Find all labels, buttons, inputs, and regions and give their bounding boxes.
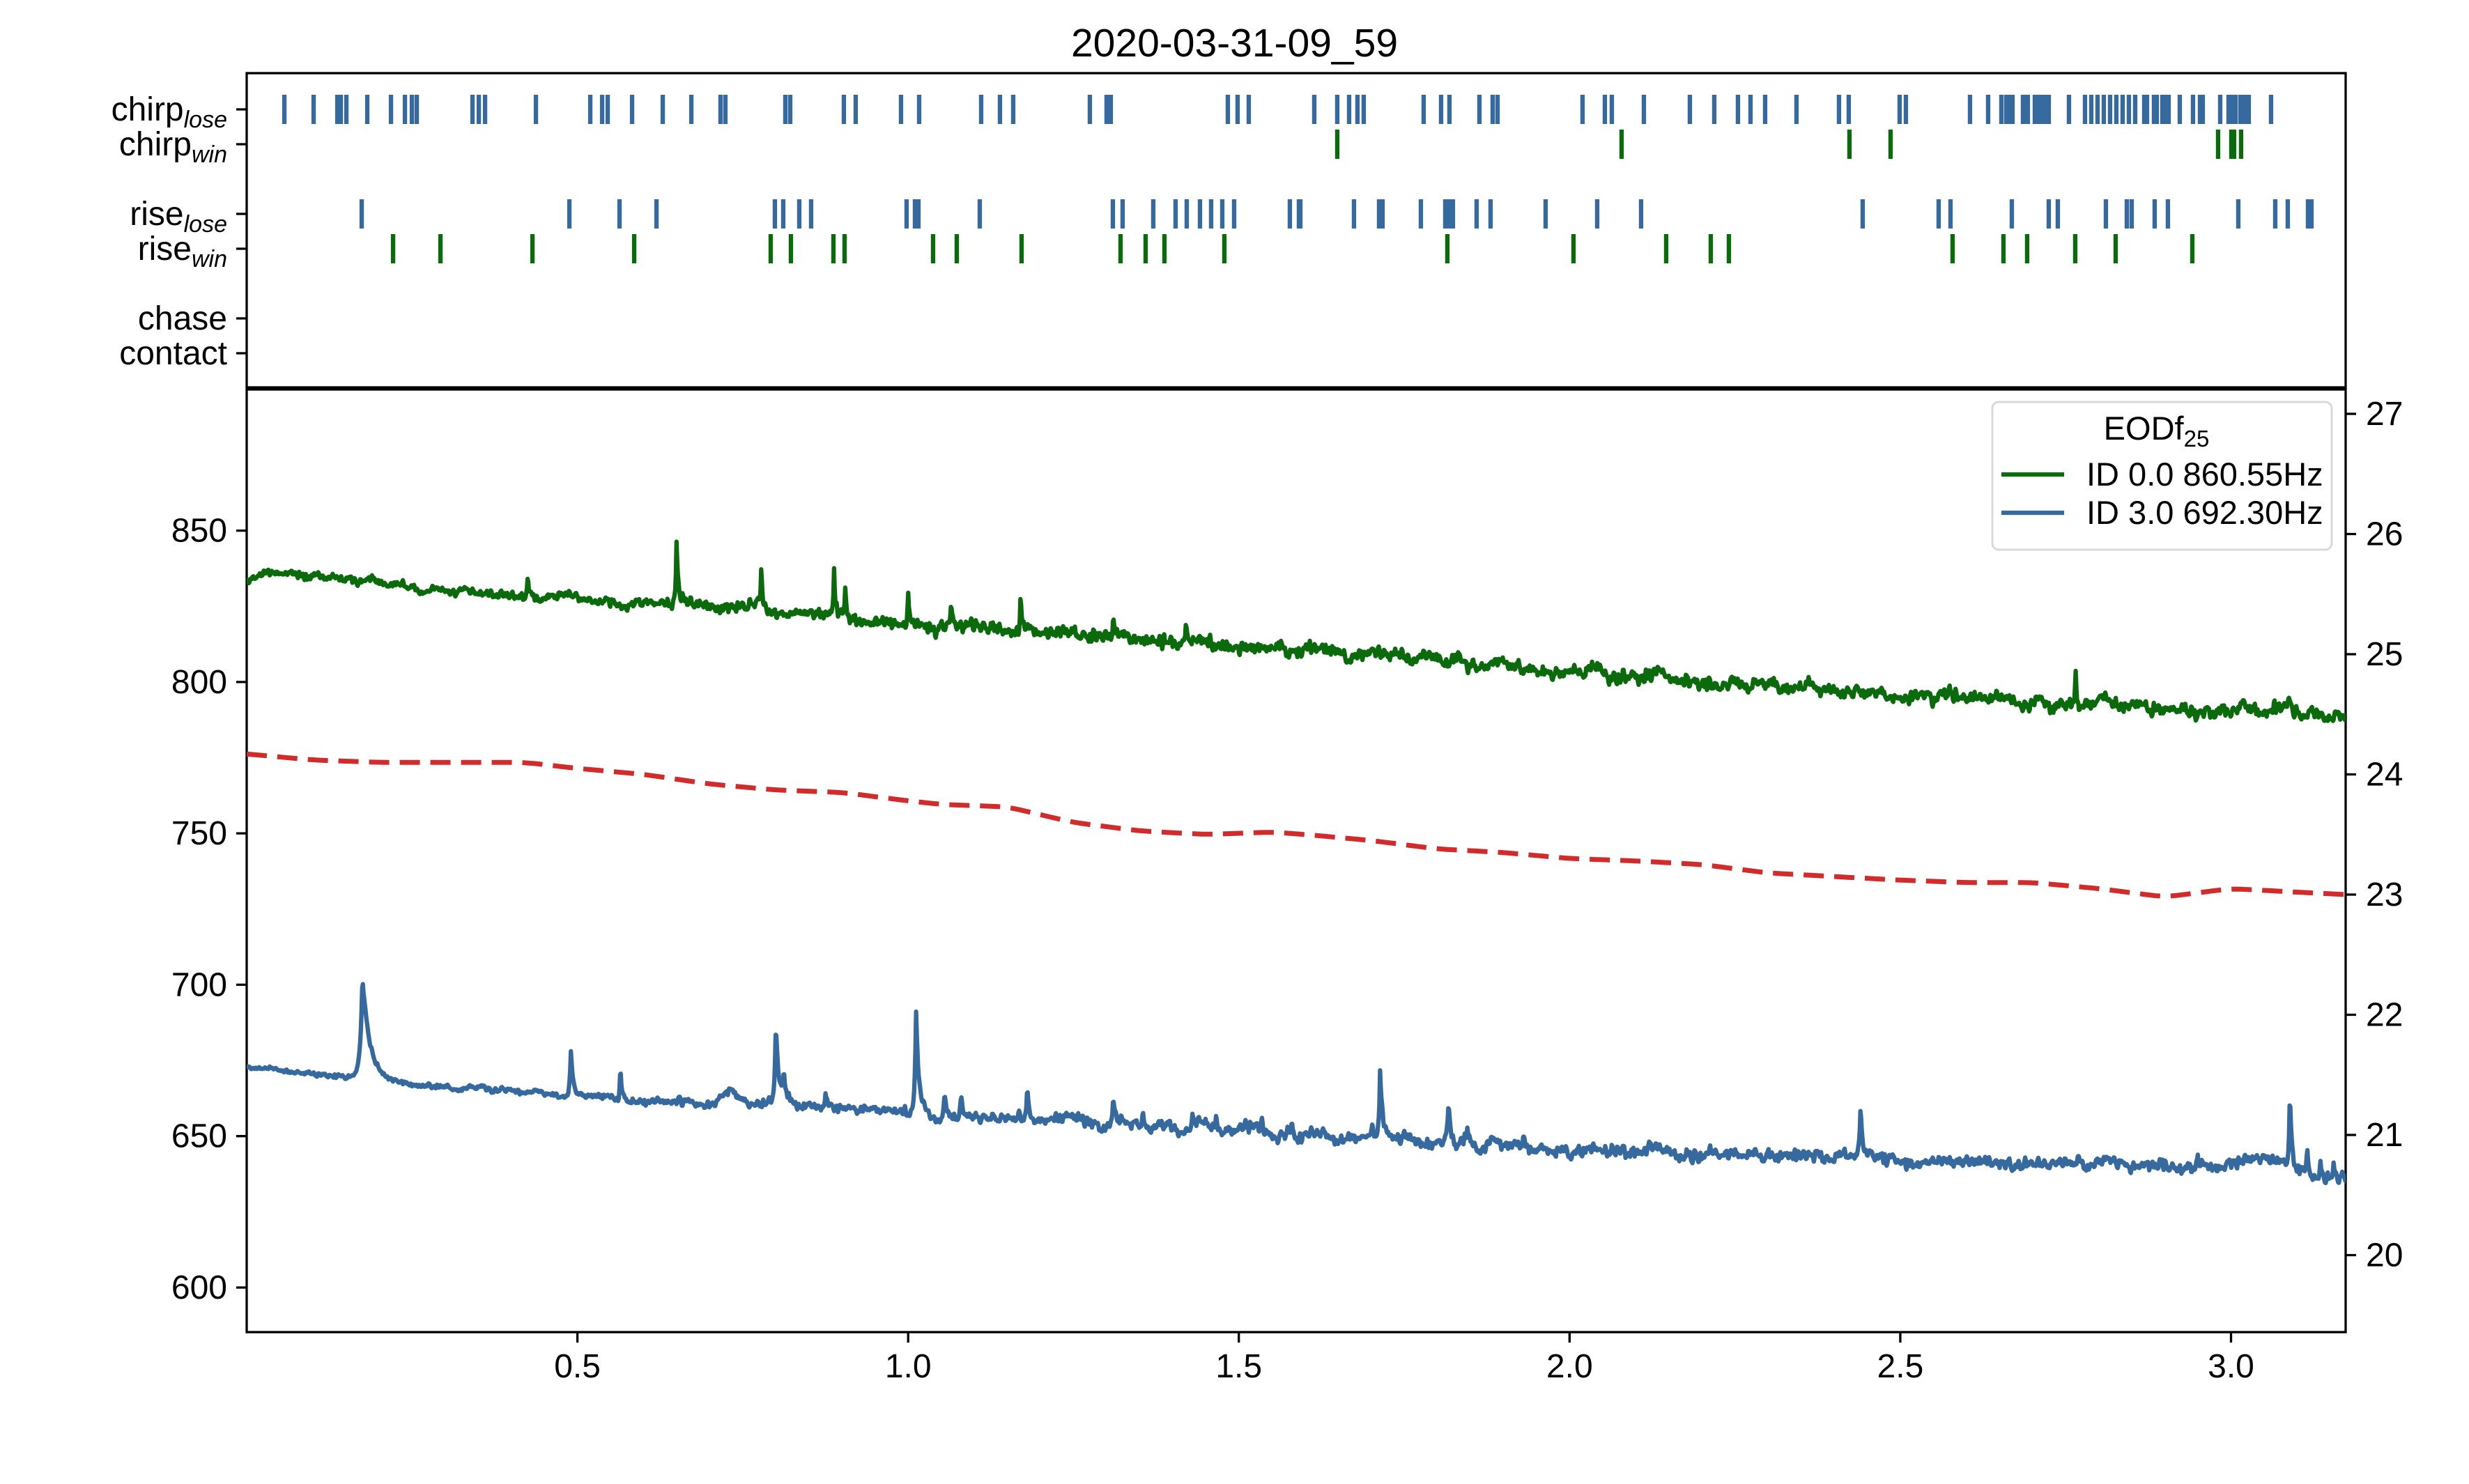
svg-text:chase: chase xyxy=(138,300,227,337)
svg-text:contact: contact xyxy=(119,335,227,372)
svg-text:27: 27 xyxy=(2366,396,2403,433)
svg-text:2.0: 2.0 xyxy=(1546,1348,1593,1385)
svg-text:24: 24 xyxy=(2366,757,2403,794)
svg-text:0.5: 0.5 xyxy=(554,1348,601,1385)
svg-text:750: 750 xyxy=(171,815,227,852)
svg-text:23: 23 xyxy=(2366,876,2403,913)
svg-text:1.5: 1.5 xyxy=(1215,1348,1262,1385)
svg-text:800: 800 xyxy=(171,664,227,701)
svg-text:600: 600 xyxy=(171,1269,227,1306)
svg-text:22: 22 xyxy=(2366,997,2403,1034)
svg-text:3.0: 3.0 xyxy=(2208,1348,2254,1385)
svg-text:chirpwin: chirpwin xyxy=(119,126,227,168)
svg-text:risewin: risewin xyxy=(138,231,227,272)
svg-text:21: 21 xyxy=(2366,1117,2403,1154)
svg-text:2020-03-31-09_59: 2020-03-31-09_59 xyxy=(1071,21,1398,65)
svg-text:700: 700 xyxy=(171,966,227,1003)
svg-text:20: 20 xyxy=(2366,1237,2403,1274)
svg-text:26: 26 xyxy=(2366,516,2403,553)
svg-text:1.0: 1.0 xyxy=(885,1348,932,1385)
svg-text:ID 3.0 692.30Hz: ID 3.0 692.30Hz xyxy=(2086,494,2323,531)
svg-text:25: 25 xyxy=(2366,636,2403,673)
svg-text:850: 850 xyxy=(171,513,227,550)
svg-text:2.5: 2.5 xyxy=(1877,1348,1924,1385)
svg-text:650: 650 xyxy=(171,1118,227,1155)
svg-text:riselose: riselose xyxy=(130,196,227,238)
svg-text:chirplose: chirplose xyxy=(111,91,227,133)
svg-text:ID 0.0 860.55Hz: ID 0.0 860.55Hz xyxy=(2086,456,2323,493)
